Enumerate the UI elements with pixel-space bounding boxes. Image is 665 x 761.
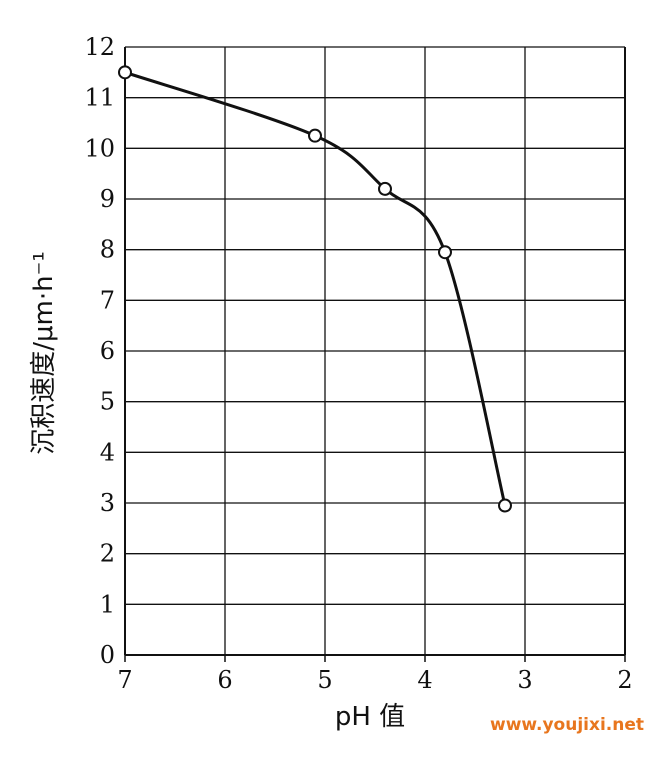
y-tick-label-9: 9 [100, 185, 115, 213]
y-tick-label-2: 2 [100, 540, 115, 568]
y-tick-label-1: 1 [100, 590, 115, 618]
data-point-0 [118, 65, 132, 80]
x-tick-label-3: 3 [517, 666, 532, 694]
y-tick-label-4: 4 [100, 438, 115, 466]
x-tick-label-7: 7 [117, 666, 132, 694]
y-tick-label-3: 3 [100, 489, 115, 517]
y-tick-label-6: 6 [100, 337, 115, 365]
watermark: www.youjixi.net [490, 715, 644, 735]
data-point-1 [308, 128, 322, 143]
series [118, 65, 512, 513]
y-tick-label-7: 7 [100, 286, 115, 314]
y-tick-label-12: 12 [84, 33, 115, 61]
x-axis-ticks: 7 6 5 4 3 2 [117, 666, 632, 694]
y-tick-label-5: 5 [100, 388, 115, 416]
data-point-3 [438, 245, 452, 260]
y-tick-label-11: 11 [84, 84, 115, 112]
x-tick-label-2: 2 [617, 666, 632, 694]
y-axis-label: 沉积速度/μm·h⁻¹ [29, 251, 59, 455]
y-tick-label-8: 8 [100, 236, 115, 264]
data-point-2 [378, 181, 392, 196]
y-tick-label-0: 0 [100, 641, 115, 669]
x-tick-label-4: 4 [417, 666, 432, 694]
data-point-4 [498, 498, 512, 513]
x-tick-label-6: 6 [217, 666, 232, 694]
grid [124, 46, 626, 662]
x-tick-label-5: 5 [317, 666, 332, 694]
y-tick-label-10: 10 [84, 134, 115, 162]
x-axis-label: pH 值 [335, 702, 405, 732]
